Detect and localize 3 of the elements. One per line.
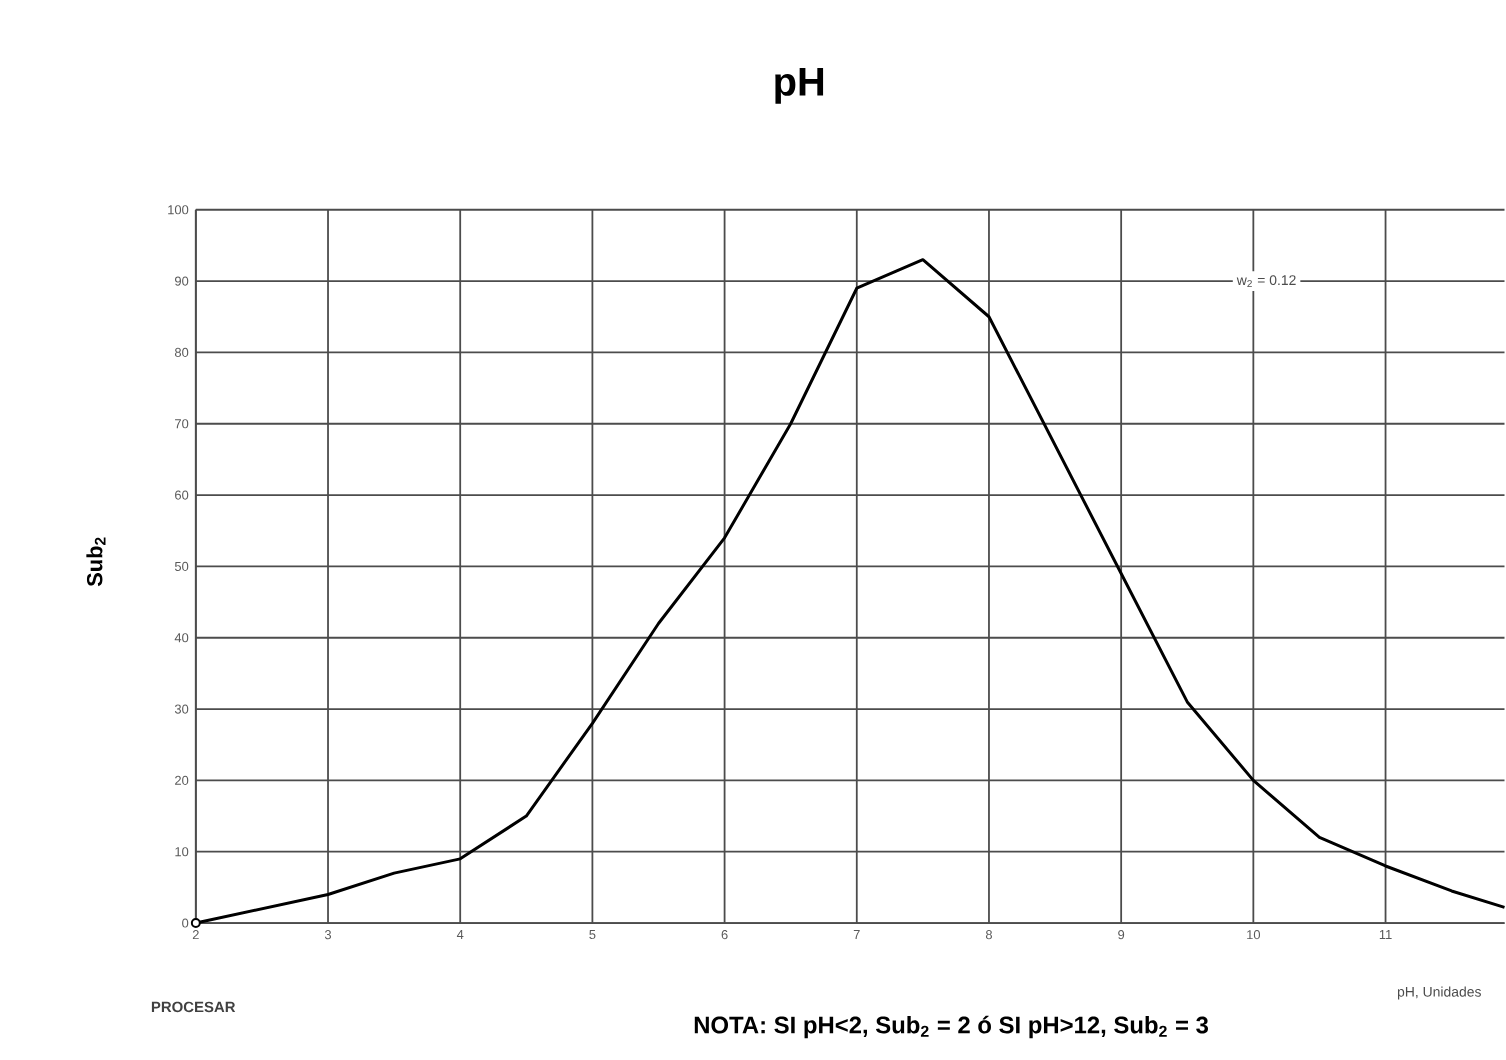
y-axis-title: Sub$_{2}$: [86, 537, 106, 586]
text: NOTA: SI pH<2, Sub$_{2}$ = 2 ó SI pH>12, Sub$_{2}$ = 3: [694, 1015, 1209, 1038]
chart-title: pH: [775, 67, 824, 104]
